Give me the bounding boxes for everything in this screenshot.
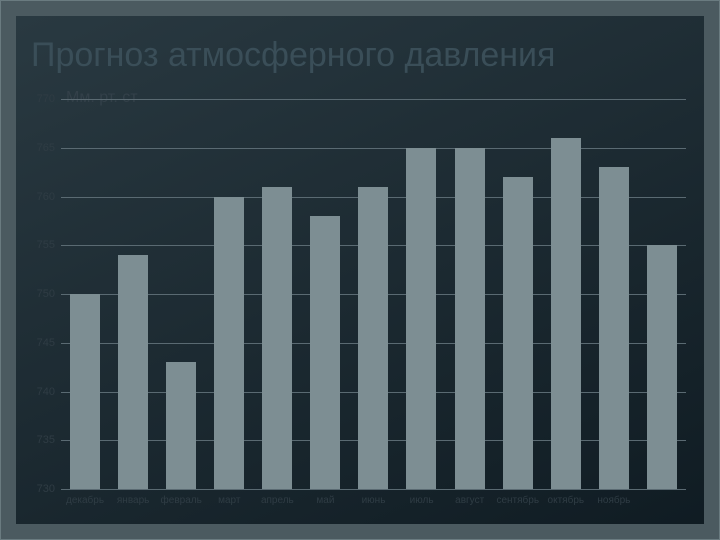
bar <box>310 216 340 489</box>
ytick-label: 770 <box>37 93 55 105</box>
xtick-label <box>638 495 686 506</box>
ytick-label: 760 <box>37 191 55 203</box>
xtick-label: май <box>301 495 349 506</box>
bar <box>262 187 292 489</box>
xtick-label: февраль <box>157 495 205 506</box>
bar <box>406 148 436 489</box>
ytick-label: 755 <box>37 239 55 251</box>
bar <box>599 167 629 489</box>
chart-area: 730735740745750755760765770 декабрьянвар… <box>61 99 686 489</box>
xtick-label: июнь <box>349 495 397 506</box>
bar <box>118 255 148 489</box>
bar <box>551 138 581 489</box>
xtick-label: апрель <box>253 495 301 506</box>
slide: Прогноз атмосферного давления Мм. рт. ст… <box>0 0 720 540</box>
xtick-label: июль <box>398 495 446 506</box>
xtick-label: сентябрь <box>494 495 542 506</box>
ytick-label: 750 <box>37 288 55 300</box>
chart-title: Прогноз атмосферного давления <box>31 36 555 75</box>
ytick-label: 730 <box>37 483 55 495</box>
xtick-label: декабрь <box>61 495 109 506</box>
xtick-label: ноябрь <box>590 495 638 506</box>
xtick-label: октябрь <box>542 495 590 506</box>
bar <box>358 187 388 489</box>
xtick-label: март <box>205 495 253 506</box>
bar <box>70 294 100 489</box>
ytick-label: 745 <box>37 337 55 349</box>
ytick-label: 765 <box>37 142 55 154</box>
bar <box>647 245 677 489</box>
xaxis-labels: декабрьянварьфевральмартапрельмайиюньиюл… <box>61 489 686 506</box>
xtick-label: август <box>446 495 494 506</box>
bar <box>166 362 196 489</box>
ytick-label: 740 <box>37 386 55 398</box>
bar <box>214 197 244 490</box>
ytick-label: 735 <box>37 434 55 446</box>
bars-container <box>61 99 686 489</box>
bar <box>455 148 485 489</box>
bar <box>503 177 533 489</box>
xtick-label: январь <box>109 495 157 506</box>
